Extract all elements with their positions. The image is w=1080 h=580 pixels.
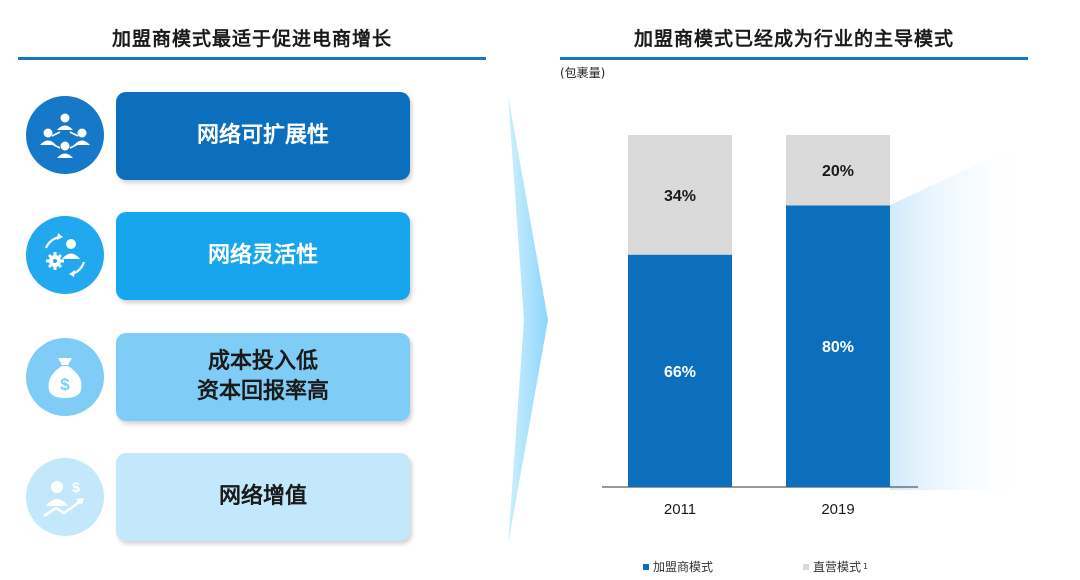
network-people-icon [26,96,104,174]
money-bag-icon: $ [26,338,104,416]
bar-segment-2019-franchise [786,205,890,487]
bar-segment-2011-direct [628,135,732,255]
left-panel-title: 加盟商模式最适于促进电商增长 [111,28,392,50]
feature-card-label-line2: 资本回报率高 [196,379,329,404]
person-gear-cycle-icon [26,216,104,294]
legend-label: 直营模式 [813,560,862,574]
feature-card-label: 网络可扩展性 [196,123,329,148]
legend-swatch [643,563,649,570]
chart-unit-label: (包裹量) [560,66,606,80]
legend-item-direct: 直营模式 1 [803,558,868,575]
bar-segment-2019-direct [786,135,890,206]
feature-card-label-line1: 成本投入低 [207,349,318,374]
chevron-arrow-graphic [508,95,548,545]
legend-label: 加盟商模式 [653,560,714,574]
feature-card-label: 网络灵活性 [207,243,318,268]
data-label: 20% [822,163,854,180]
bar-segment-2011-franchise [628,254,732,487]
right-title-rule [560,57,1028,60]
legend-footnote-marker: 1 [863,562,869,571]
data-label: 34% [664,188,696,205]
left-title-rule [18,57,486,60]
feature-card-low-cost-high-return: 成本投入低 资本回报率高 [116,333,410,421]
feature-card-network-value-add: 网络增值 [116,453,410,541]
right-panel-title: 加盟商模式已经成为行业的主导模式 [633,28,954,50]
x-tick-label: 2019 [821,501,854,518]
growth-shading [890,140,1030,490]
data-label: 80% [822,339,854,356]
x-tick-label: 2011 [664,501,696,518]
data-label: 66% [664,364,696,381]
legend-swatch [803,563,809,570]
person-dollar-growth-icon: $ [26,458,104,536]
feature-card-flexibility: 网络灵活性 [116,212,410,300]
svg-text:$: $ [60,375,70,394]
feature-card-scalability: 网络可扩展性 [116,92,410,180]
svg-text:$: $ [72,479,80,495]
legend-item-franchise: 加盟商模式 [643,558,713,575]
feature-card-label: 网络增值 [218,484,307,509]
